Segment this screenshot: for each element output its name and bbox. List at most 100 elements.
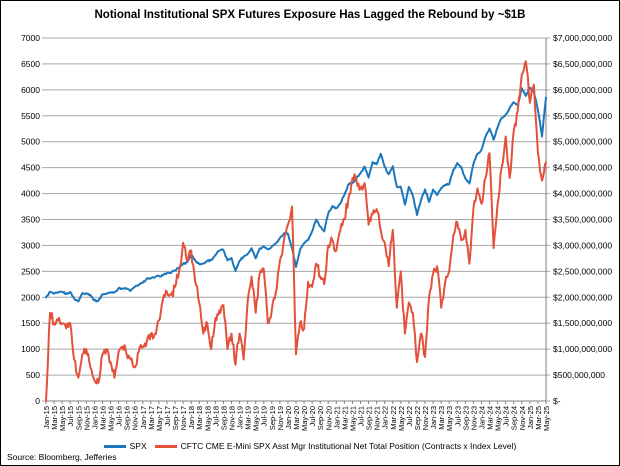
svg-text:Nov-19: Nov-19: [276, 406, 285, 430]
svg-text:Jan-25: Jan-25: [526, 406, 535, 429]
svg-text:Jan-15: Jan-15: [42, 406, 51, 429]
svg-text:May-24: May-24: [494, 406, 503, 431]
legend: SPX CFTC CME E-Mini SPX Asst Mgr Institu…: [1, 441, 619, 451]
svg-text:Jul-19: Jul-19: [260, 406, 269, 426]
svg-text:May-16: May-16: [107, 406, 116, 431]
svg-text:Sep-15: Sep-15: [74, 406, 83, 430]
cftc-line-swatch: [154, 444, 177, 448]
svg-text:$500,000,000: $500,000,000: [553, 370, 605, 380]
svg-text:Sep-23: Sep-23: [461, 406, 470, 430]
x-axis-labels: Jan-15 Mar-15 May-15 Jul-15 Sep-15 Nov-15 Jan-…: [42, 401, 551, 431]
svg-text:Jul-15: Jul-15: [66, 406, 75, 426]
svg-text:Jan-24: Jan-24: [477, 406, 486, 429]
svg-text:Jul-24: Jul-24: [502, 406, 511, 426]
svg-text:0: 0: [35, 396, 40, 406]
svg-text:Jul-21: Jul-21: [357, 406, 366, 426]
svg-text:May-19: May-19: [252, 406, 261, 431]
svg-text:Jul-22: Jul-22: [405, 406, 414, 426]
svg-text:$5,500,000,000: $5,500,000,000: [553, 111, 612, 121]
svg-text:Jan-23: Jan-23: [429, 406, 438, 429]
svg-text:Sep-19: Sep-19: [268, 406, 277, 430]
svg-text:Sep-24: Sep-24: [510, 406, 519, 430]
svg-text:Jan-22: Jan-22: [381, 406, 390, 429]
svg-text:Mar-18: Mar-18: [195, 406, 204, 430]
svg-text:Mar-24: Mar-24: [486, 406, 495, 430]
legend-label-spx: SPX: [129, 441, 147, 451]
legend-label-cftc: CFTC CME E-Mini SPX Asst Mgr Institution…: [180, 441, 517, 451]
svg-text:1500: 1500: [21, 318, 40, 328]
svg-text:Sep-18: Sep-18: [219, 406, 228, 430]
svg-text:3000: 3000: [21, 240, 40, 250]
svg-text:Jan-16: Jan-16: [90, 406, 99, 429]
svg-text:$4,500,000,000: $4,500,000,000: [553, 163, 612, 173]
legend-item-spx: SPX: [103, 441, 147, 451]
svg-text:May-15: May-15: [58, 406, 67, 431]
svg-text:May-21: May-21: [348, 406, 357, 431]
spx-line: [45, 86, 547, 303]
svg-text:$5,000,000,000: $5,000,000,000: [553, 137, 612, 147]
svg-text:$1,000,000,000: $1,000,000,000: [553, 344, 612, 354]
svg-text:Mar-17: Mar-17: [147, 406, 156, 430]
svg-text:Mar-15: Mar-15: [50, 406, 59, 430]
svg-text:Nov-15: Nov-15: [82, 406, 91, 430]
cftc-line: [45, 60, 547, 402]
svg-text:$1,500,000,000: $1,500,000,000: [553, 318, 612, 328]
svg-text:4000: 4000: [21, 189, 40, 199]
svg-text:Jul-20: Jul-20: [308, 406, 317, 426]
svg-text:May-20: May-20: [300, 406, 309, 431]
svg-text:5500: 5500: [21, 111, 40, 121]
data-series-lines: [45, 60, 547, 402]
svg-text:2500: 2500: [21, 266, 40, 276]
svg-text:Jan-21: Jan-21: [332, 406, 341, 429]
gridlines: [42, 37, 550, 402]
svg-text:Mar-20: Mar-20: [292, 406, 301, 430]
svg-text:Nov-23: Nov-23: [469, 406, 478, 430]
svg-text:May-17: May-17: [155, 406, 164, 431]
svg-text:6000: 6000: [21, 85, 40, 95]
svg-text:Nov-22: Nov-22: [421, 406, 430, 430]
svg-text:$7,000,000,000: $7,000,000,000: [553, 33, 612, 43]
svg-text:Sep-20: Sep-20: [316, 406, 325, 430]
svg-text:$2,500,000,000: $2,500,000,000: [553, 266, 612, 276]
svg-text:May-23: May-23: [445, 406, 454, 431]
left-axis-labels: 7000650060005500500045004000350030002500…: [21, 33, 40, 406]
svg-text:$-: $-: [553, 396, 561, 406]
svg-text:Nov-21: Nov-21: [373, 406, 382, 430]
svg-text:$3,500,000,000: $3,500,000,000: [553, 215, 612, 225]
svg-text:May-18: May-18: [203, 406, 212, 431]
svg-text:Jul-17: Jul-17: [163, 406, 172, 426]
svg-text:Nov-24: Nov-24: [518, 406, 527, 430]
svg-text:Sep-17: Sep-17: [171, 406, 180, 430]
svg-text:Mar-16: Mar-16: [98, 406, 107, 430]
svg-text:Mar-25: Mar-25: [534, 406, 543, 430]
svg-text:Sep-21: Sep-21: [365, 406, 374, 430]
chart-title: Notional Institutional SPX Futures Expos…: [94, 9, 526, 21]
svg-text:4500: 4500: [21, 163, 40, 173]
svg-text:Mar-22: Mar-22: [389, 406, 398, 430]
svg-text:$4,000,000,000: $4,000,000,000: [553, 189, 612, 199]
svg-text:May-22: May-22: [397, 406, 406, 431]
svg-text:Jan-18: Jan-18: [187, 406, 196, 429]
legend-item-cftc: CFTC CME E-Mini SPX Asst Mgr Institution…: [154, 441, 517, 451]
svg-text:May-25: May-25: [542, 406, 551, 431]
svg-text:$2,000,000,000: $2,000,000,000: [553, 292, 612, 302]
svg-text:Jan-20: Jan-20: [284, 406, 293, 429]
svg-text:Nov-18: Nov-18: [227, 406, 236, 430]
svg-text:1000: 1000: [21, 344, 40, 354]
svg-text:2000: 2000: [21, 292, 40, 302]
svg-text:Nov-20: Nov-20: [324, 406, 333, 430]
svg-text:Jan-19: Jan-19: [236, 406, 245, 429]
svg-text:$6,500,000,000: $6,500,000,000: [553, 59, 612, 69]
svg-text:$6,000,000,000: $6,000,000,000: [553, 85, 612, 95]
svg-text:Mar-23: Mar-23: [437, 406, 446, 430]
spx-line-swatch: [103, 444, 126, 448]
svg-text:Nov-16: Nov-16: [131, 406, 140, 430]
svg-text:Nov-17: Nov-17: [179, 406, 188, 430]
svg-text:500: 500: [26, 370, 40, 380]
svg-text:Sep-16: Sep-16: [123, 406, 132, 430]
svg-text:Jan-17: Jan-17: [139, 406, 148, 429]
chart-canvas: 7000650060005500500045004000350030002500…: [21, 33, 612, 431]
svg-text:Sep-22: Sep-22: [413, 406, 422, 430]
svg-text:3500: 3500: [21, 215, 40, 225]
